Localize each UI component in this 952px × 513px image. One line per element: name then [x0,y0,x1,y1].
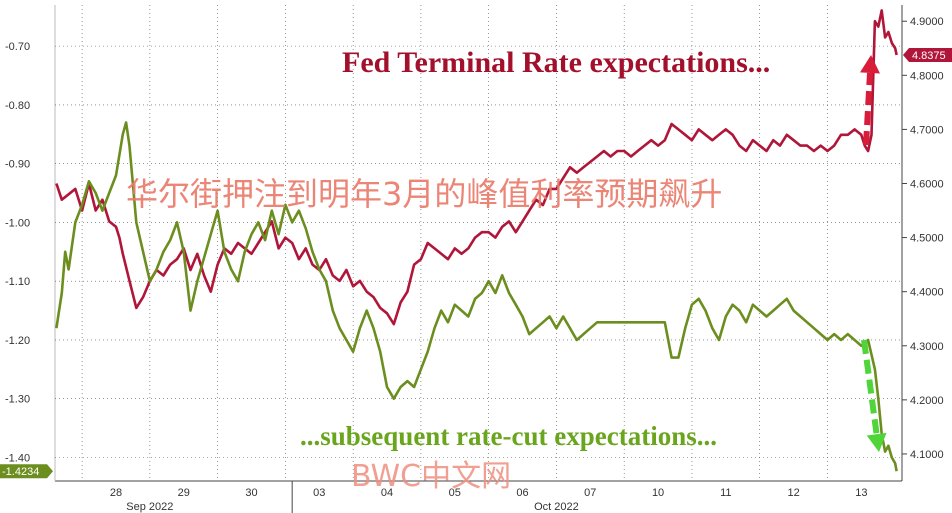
x-tick-label: 28 [110,487,122,499]
overlay-chinese-caption: 华尔街押注到明年3月的峰值利率预期飙升 [126,175,722,213]
x-tick-label: 05 [449,487,461,499]
left-tick-label: -1.40 [5,452,30,464]
left-axis: -0.70 -0.80 -0.90 -1.00 -1.10 -1.20 -1.30 -1.40 [5,41,30,464]
annotation-rate-cut: ...subsequent rate-cut expectations... [300,421,717,451]
x-tick-label: 06 [516,487,528,499]
right-tick-label: 4.1000 [910,449,944,461]
right-axis: 4.9000 4.8000 4.7000 4.6000 4.5000 4.4000 4.30… [902,16,944,461]
right-tick-label: 4.5000 [910,233,944,245]
right-tick-label: 4.9000 [910,16,944,28]
x-tick-label: 29 [178,487,190,499]
left-tick-label: -1.10 [5,276,30,288]
x-tick-label: 04 [381,487,393,499]
left-tick-label: -0.90 [5,159,30,171]
gridlines [54,5,903,482]
right-tick-label: 4.3000 [910,341,944,353]
badge-right-last-value: 4.8375 [903,48,952,63]
arrows [860,55,887,452]
right-tick-label: 4.6000 [910,179,944,191]
left-tick-label: -0.80 [5,100,30,112]
series-line-rate-cut [55,121,898,472]
watermark-text: BWC中文网 [351,459,511,494]
x-tick-label: 12 [787,487,799,499]
series-line-fed-terminal [55,9,898,326]
x-tick-label: 03 [313,487,325,499]
left-tick-label: -1.00 [5,217,30,229]
svg-text:-1.4234: -1.4234 [2,466,39,478]
x-tick-label: 30 [245,487,257,499]
badge-left-last-value: -1.4234 [0,464,53,479]
left-tick-label: -1.20 [5,335,30,347]
x-tick-label: 11 [720,487,731,499]
series-layer [55,9,898,472]
right-tick-label: 4.4000 [910,287,944,299]
left-tick-label: -0.70 [5,41,30,53]
x-tick-label: 10 [652,487,664,499]
right-tick-label: 4.7000 [910,124,944,136]
x-axis: 28 29 30 03 04 05 06 07 10 11 12 13 Sep 2022 Oct 2022 [110,481,867,513]
right-tick-label: 4.8000 [910,70,944,82]
last-value-badges: 4.8375 -1.4234 [0,48,952,479]
right-tick-label: 4.2000 [910,395,944,407]
svg-text:4.8375: 4.8375 [912,50,946,62]
arrow-down-green [861,339,887,452]
x-tick-label: 13 [855,487,867,499]
month-label: Oct 2022 [534,501,579,513]
month-label: Sep 2022 [126,501,173,513]
x-tick-label: 07 [584,487,596,499]
left-tick-label: -1.30 [5,394,30,406]
annotation-fed-terminal-rate: Fed Terminal Rate expectations... [342,46,770,79]
arrow-up-red [860,55,880,146]
